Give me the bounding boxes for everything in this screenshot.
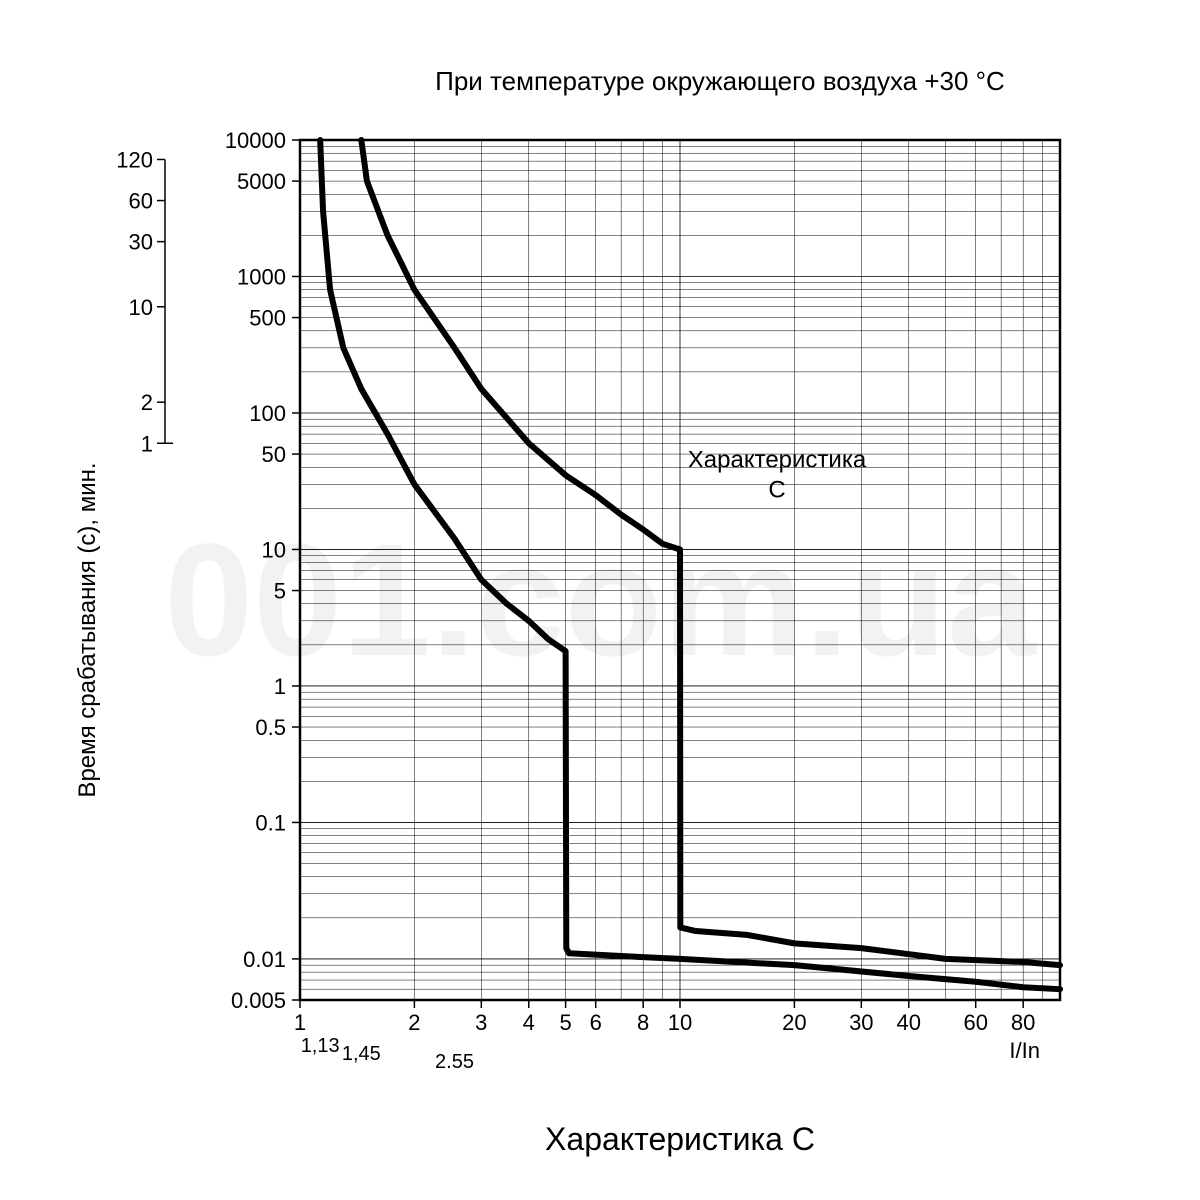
x-tick-label: 3	[475, 1010, 487, 1035]
secondary-y-label: 120	[116, 147, 153, 172]
secondary-y-label: 60	[129, 189, 153, 214]
curve-annotation-line1: Характеристика	[688, 446, 867, 473]
x-tick-label: 40	[897, 1010, 921, 1035]
y-tick-label: 500	[249, 306, 286, 331]
y-tick-label: 10000	[225, 128, 286, 153]
y-tick-label: 0.005	[231, 988, 286, 1013]
y-tick-label: 0.01	[243, 947, 286, 972]
bottom-caption: Характеристика С	[545, 1121, 815, 1157]
x-tick-label: 1	[294, 1010, 306, 1035]
y-tick-label: 0.1	[255, 810, 286, 835]
x-tick-label: 4	[523, 1010, 535, 1035]
trip-curve-chart: При температуре окружающего воздуха +30 …	[0, 0, 1200, 1200]
y-tick-label: 0.5	[255, 715, 286, 740]
secondary-y-label: 30	[129, 230, 153, 255]
x-axis-label: I/In	[1009, 1038, 1040, 1063]
y-tick-label: 5000	[237, 169, 286, 194]
x-tick-label: 8	[637, 1010, 649, 1035]
secondary-y-label: 1	[141, 431, 153, 456]
x-extra-label: 1,13	[301, 1035, 340, 1057]
chart-title: При температуре окружающего воздуха +30 …	[435, 66, 1005, 96]
y-tick-label: 100	[249, 401, 286, 426]
x-tick-label: 5	[559, 1010, 571, 1035]
x-extra-label: 2.55	[435, 1051, 474, 1073]
x-tick-label: 30	[849, 1010, 873, 1035]
y-tick-label: 50	[262, 442, 286, 467]
y-tick-label: 1	[274, 674, 286, 699]
secondary-y-label: 2	[141, 390, 153, 415]
x-extra-label: 1,45	[342, 1043, 381, 1065]
y-tick-label: 1000	[237, 264, 286, 289]
x-tick-label: 60	[963, 1010, 987, 1035]
x-tick-label: 6	[590, 1010, 602, 1035]
x-tick-label: 20	[782, 1010, 806, 1035]
x-tick-label: 10	[668, 1010, 692, 1035]
page-container: 001.com.ua При температуре окружающего в…	[0, 0, 1200, 1200]
trip-curve-lower	[320, 140, 1060, 989]
x-tick-label: 80	[1011, 1010, 1035, 1035]
secondary-y-label: 10	[129, 295, 153, 320]
y-axis-label: Время срабатывания (с), мин.	[74, 462, 101, 797]
curve-annotation-line2: С	[768, 476, 785, 503]
x-tick-label: 2	[408, 1010, 420, 1035]
y-tick-label: 5	[274, 579, 286, 604]
y-tick-label: 10	[262, 537, 286, 562]
